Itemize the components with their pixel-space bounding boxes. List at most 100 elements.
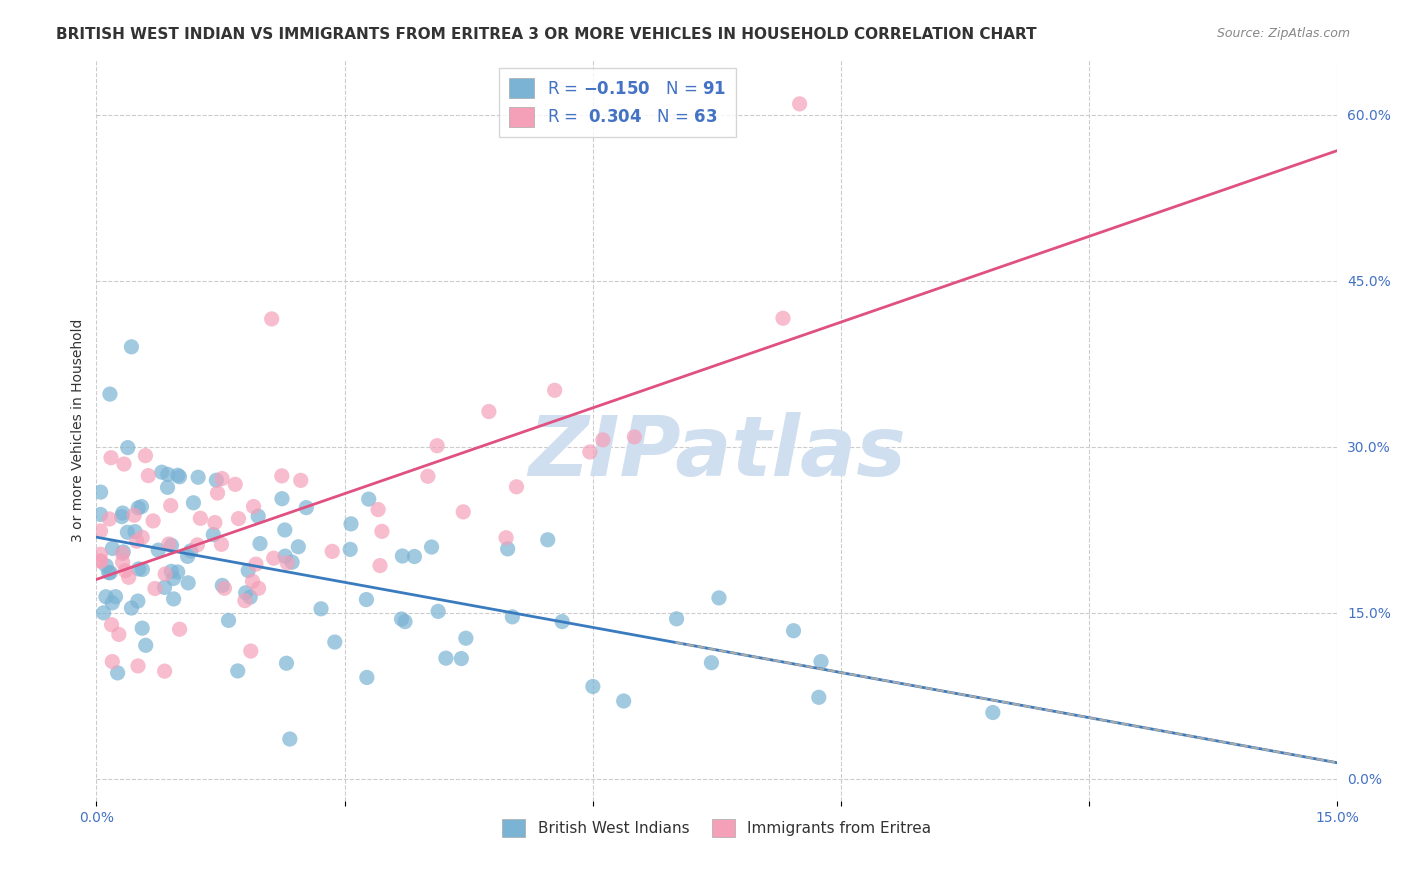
Point (371, 524, 394, 539)
Point (89, 524, 111, 538)
Point (356, 592, 378, 607)
Point (111, 547, 134, 561)
Text: Source: ZipAtlas.com: Source: ZipAtlas.com (1216, 27, 1350, 40)
Point (394, 615, 416, 629)
Point (90, 485, 112, 500)
Point (537, 533, 560, 547)
Point (295, 500, 318, 515)
Point (356, 670, 378, 684)
Point (238, 564, 260, 578)
Point (434, 651, 457, 665)
Point (112, 545, 135, 559)
Point (160, 538, 183, 552)
Point (120, 601, 142, 615)
Point (112, 457, 135, 471)
Point (180, 544, 202, 558)
Point (148, 543, 170, 558)
Point (127, 594, 149, 608)
Point (450, 651, 472, 665)
Point (183, 496, 205, 510)
Point (100, 450, 122, 465)
Point (263, 551, 285, 566)
Point (249, 536, 271, 550)
Point (153, 566, 176, 581)
Text: BRITISH WEST INDIAN VS IMMIGRANTS FROM ERITREA 3 OR MORE VEHICLES IN HOUSEHOLD C: BRITISH WEST INDIAN VS IMMIGRANTS FROM E… (56, 27, 1036, 42)
Point (276, 657, 298, 671)
Point (228, 511, 250, 525)
Point (367, 502, 389, 516)
Point (169, 469, 191, 483)
Point (136, 468, 159, 483)
Point (290, 474, 312, 488)
Point (357, 492, 380, 507)
Point (98, 566, 121, 580)
Point (97, 566, 120, 580)
Point (496, 541, 519, 556)
Point (142, 514, 165, 528)
Point (427, 604, 450, 618)
Point (153, 581, 176, 595)
Text: ZIPatlas: ZIPatlas (527, 412, 905, 493)
Point (190, 511, 212, 525)
Point (613, 694, 636, 708)
Point (101, 596, 124, 610)
Point (807, 690, 830, 705)
Point (93, 606, 115, 620)
Point (239, 644, 262, 658)
Point (127, 659, 149, 673)
Point (495, 531, 517, 545)
Point (242, 500, 264, 514)
Point (118, 570, 141, 584)
Point (772, 311, 794, 326)
Point (368, 558, 391, 573)
Point (89, 508, 111, 522)
Point (287, 540, 309, 554)
Point (454, 631, 477, 645)
Point (340, 516, 363, 531)
Point (204, 516, 226, 530)
Point (89, 547, 111, 561)
Point (124, 524, 146, 539)
Point (260, 312, 283, 326)
Point (202, 527, 225, 541)
Point (120, 340, 142, 354)
Point (451, 505, 474, 519)
Point (391, 612, 413, 626)
Point (111, 506, 134, 520)
Point (100, 617, 122, 632)
Point (135, 638, 157, 652)
Point (226, 664, 249, 678)
Point (582, 680, 605, 694)
Point (270, 469, 292, 483)
Point (623, 430, 645, 444)
Point (782, 624, 804, 638)
Point (177, 575, 200, 590)
Point (205, 473, 228, 487)
Point (239, 590, 262, 604)
Point (233, 593, 256, 607)
Point (211, 578, 233, 592)
Point (426, 439, 449, 453)
Point (150, 465, 173, 479)
Point (247, 582, 270, 596)
Point (131, 621, 153, 635)
Point (89, 554, 111, 568)
Point (281, 555, 304, 569)
Point (125, 534, 148, 549)
Point (309, 602, 332, 616)
Point (276, 556, 298, 570)
Point (131, 530, 153, 544)
Point (111, 509, 134, 524)
Point (278, 732, 301, 747)
Point (98, 387, 121, 401)
Point (156, 480, 179, 494)
Point (700, 656, 723, 670)
Point (104, 590, 127, 604)
Point (157, 537, 180, 551)
Point (101, 541, 124, 556)
Point (166, 565, 188, 579)
Point (117, 441, 139, 455)
Point (579, 445, 602, 459)
Point (339, 542, 361, 557)
Point (274, 523, 297, 537)
